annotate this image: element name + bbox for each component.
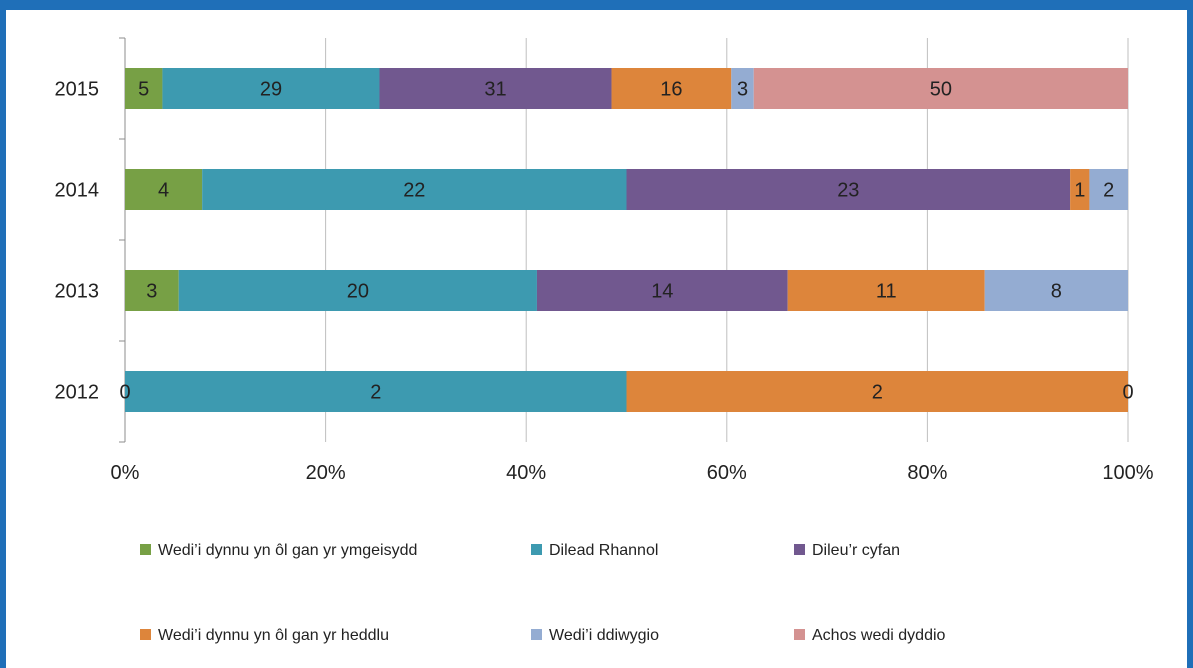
bar-segment	[1089, 169, 1128, 210]
data-label: 11	[876, 281, 897, 303]
data-label: 2	[370, 382, 381, 404]
data-label: 8	[1051, 281, 1062, 303]
legend-entry: Achos wedi dyddio	[812, 627, 946, 644]
data-label: 23	[837, 180, 859, 202]
bar-segment	[125, 270, 179, 311]
data-labels: 0 2 2 03 20 14 11 84 22 23 1 25 29 31 16 3 50	[119, 79, 1133, 404]
bar-segment	[626, 371, 1128, 412]
data-label: 4	[158, 180, 169, 202]
bar-segment	[1070, 169, 1090, 210]
legend: Wedi’i dynnu yn ôl gan yr ymgeisydd Dilea…	[140, 542, 946, 644]
x-tick-label: 60%	[707, 462, 747, 484]
data-label: 22	[403, 180, 425, 202]
bar-segment	[611, 68, 732, 109]
legend-entry: Wedi’i ddiwygio	[549, 627, 659, 644]
legend-entry: Wedi’i dynnu yn ôl gan yr ymgeisydd	[158, 542, 417, 559]
bar-segment	[626, 169, 1071, 210]
legend-swatch	[794, 544, 805, 555]
legend-swatch	[794, 629, 805, 640]
bar-segment	[753, 68, 1128, 109]
legend-entry: Wedi’i dynnu yn ôl gan yr heddlu	[158, 627, 389, 644]
bar-segment	[178, 270, 537, 311]
bar-segment	[125, 169, 203, 210]
x-tick-label: 100%	[1102, 462, 1153, 484]
category-label: 2013	[55, 281, 100, 303]
bar-segment	[162, 68, 380, 109]
bar-segment	[125, 371, 627, 412]
legend-swatch	[531, 544, 542, 555]
data-label: 0	[1122, 382, 1133, 404]
data-label: 2	[1103, 180, 1114, 202]
legend-swatch	[531, 629, 542, 640]
x-tick-label: 40%	[506, 462, 546, 484]
x-tick-label: 20%	[306, 462, 346, 484]
data-label: 1	[1074, 180, 1085, 202]
x-tick-label: 80%	[907, 462, 947, 484]
data-label: 2	[872, 382, 883, 404]
data-label: 0	[119, 382, 130, 404]
bars	[125, 68, 1128, 412]
bar-segment	[787, 270, 985, 311]
bar-segment	[202, 169, 627, 210]
category-label: 2014	[55, 180, 100, 202]
data-label: 16	[660, 79, 682, 101]
bar-segment	[379, 68, 612, 109]
legend-swatch	[140, 629, 151, 640]
bar-segment	[731, 68, 754, 109]
category-label: 2012	[55, 382, 100, 404]
data-label: 3	[146, 281, 157, 303]
data-label: 3	[737, 79, 748, 101]
data-label: 20	[347, 281, 369, 303]
legend-entry: Dilead Rhannol	[549, 542, 658, 559]
legend-swatch	[140, 544, 151, 555]
bar-segment	[984, 270, 1128, 311]
data-label: 31	[484, 79, 506, 101]
bar-segment	[536, 270, 788, 311]
data-label: 50	[930, 79, 952, 101]
x-tick-label: 0%	[111, 462, 140, 484]
bar-segment	[125, 68, 163, 109]
legend-entry: Dileu’r cyfan	[812, 542, 900, 559]
data-label: 14	[651, 281, 673, 303]
data-label: 29	[260, 79, 282, 101]
category-label: 2015	[55, 79, 100, 101]
data-label: 5	[138, 79, 149, 101]
